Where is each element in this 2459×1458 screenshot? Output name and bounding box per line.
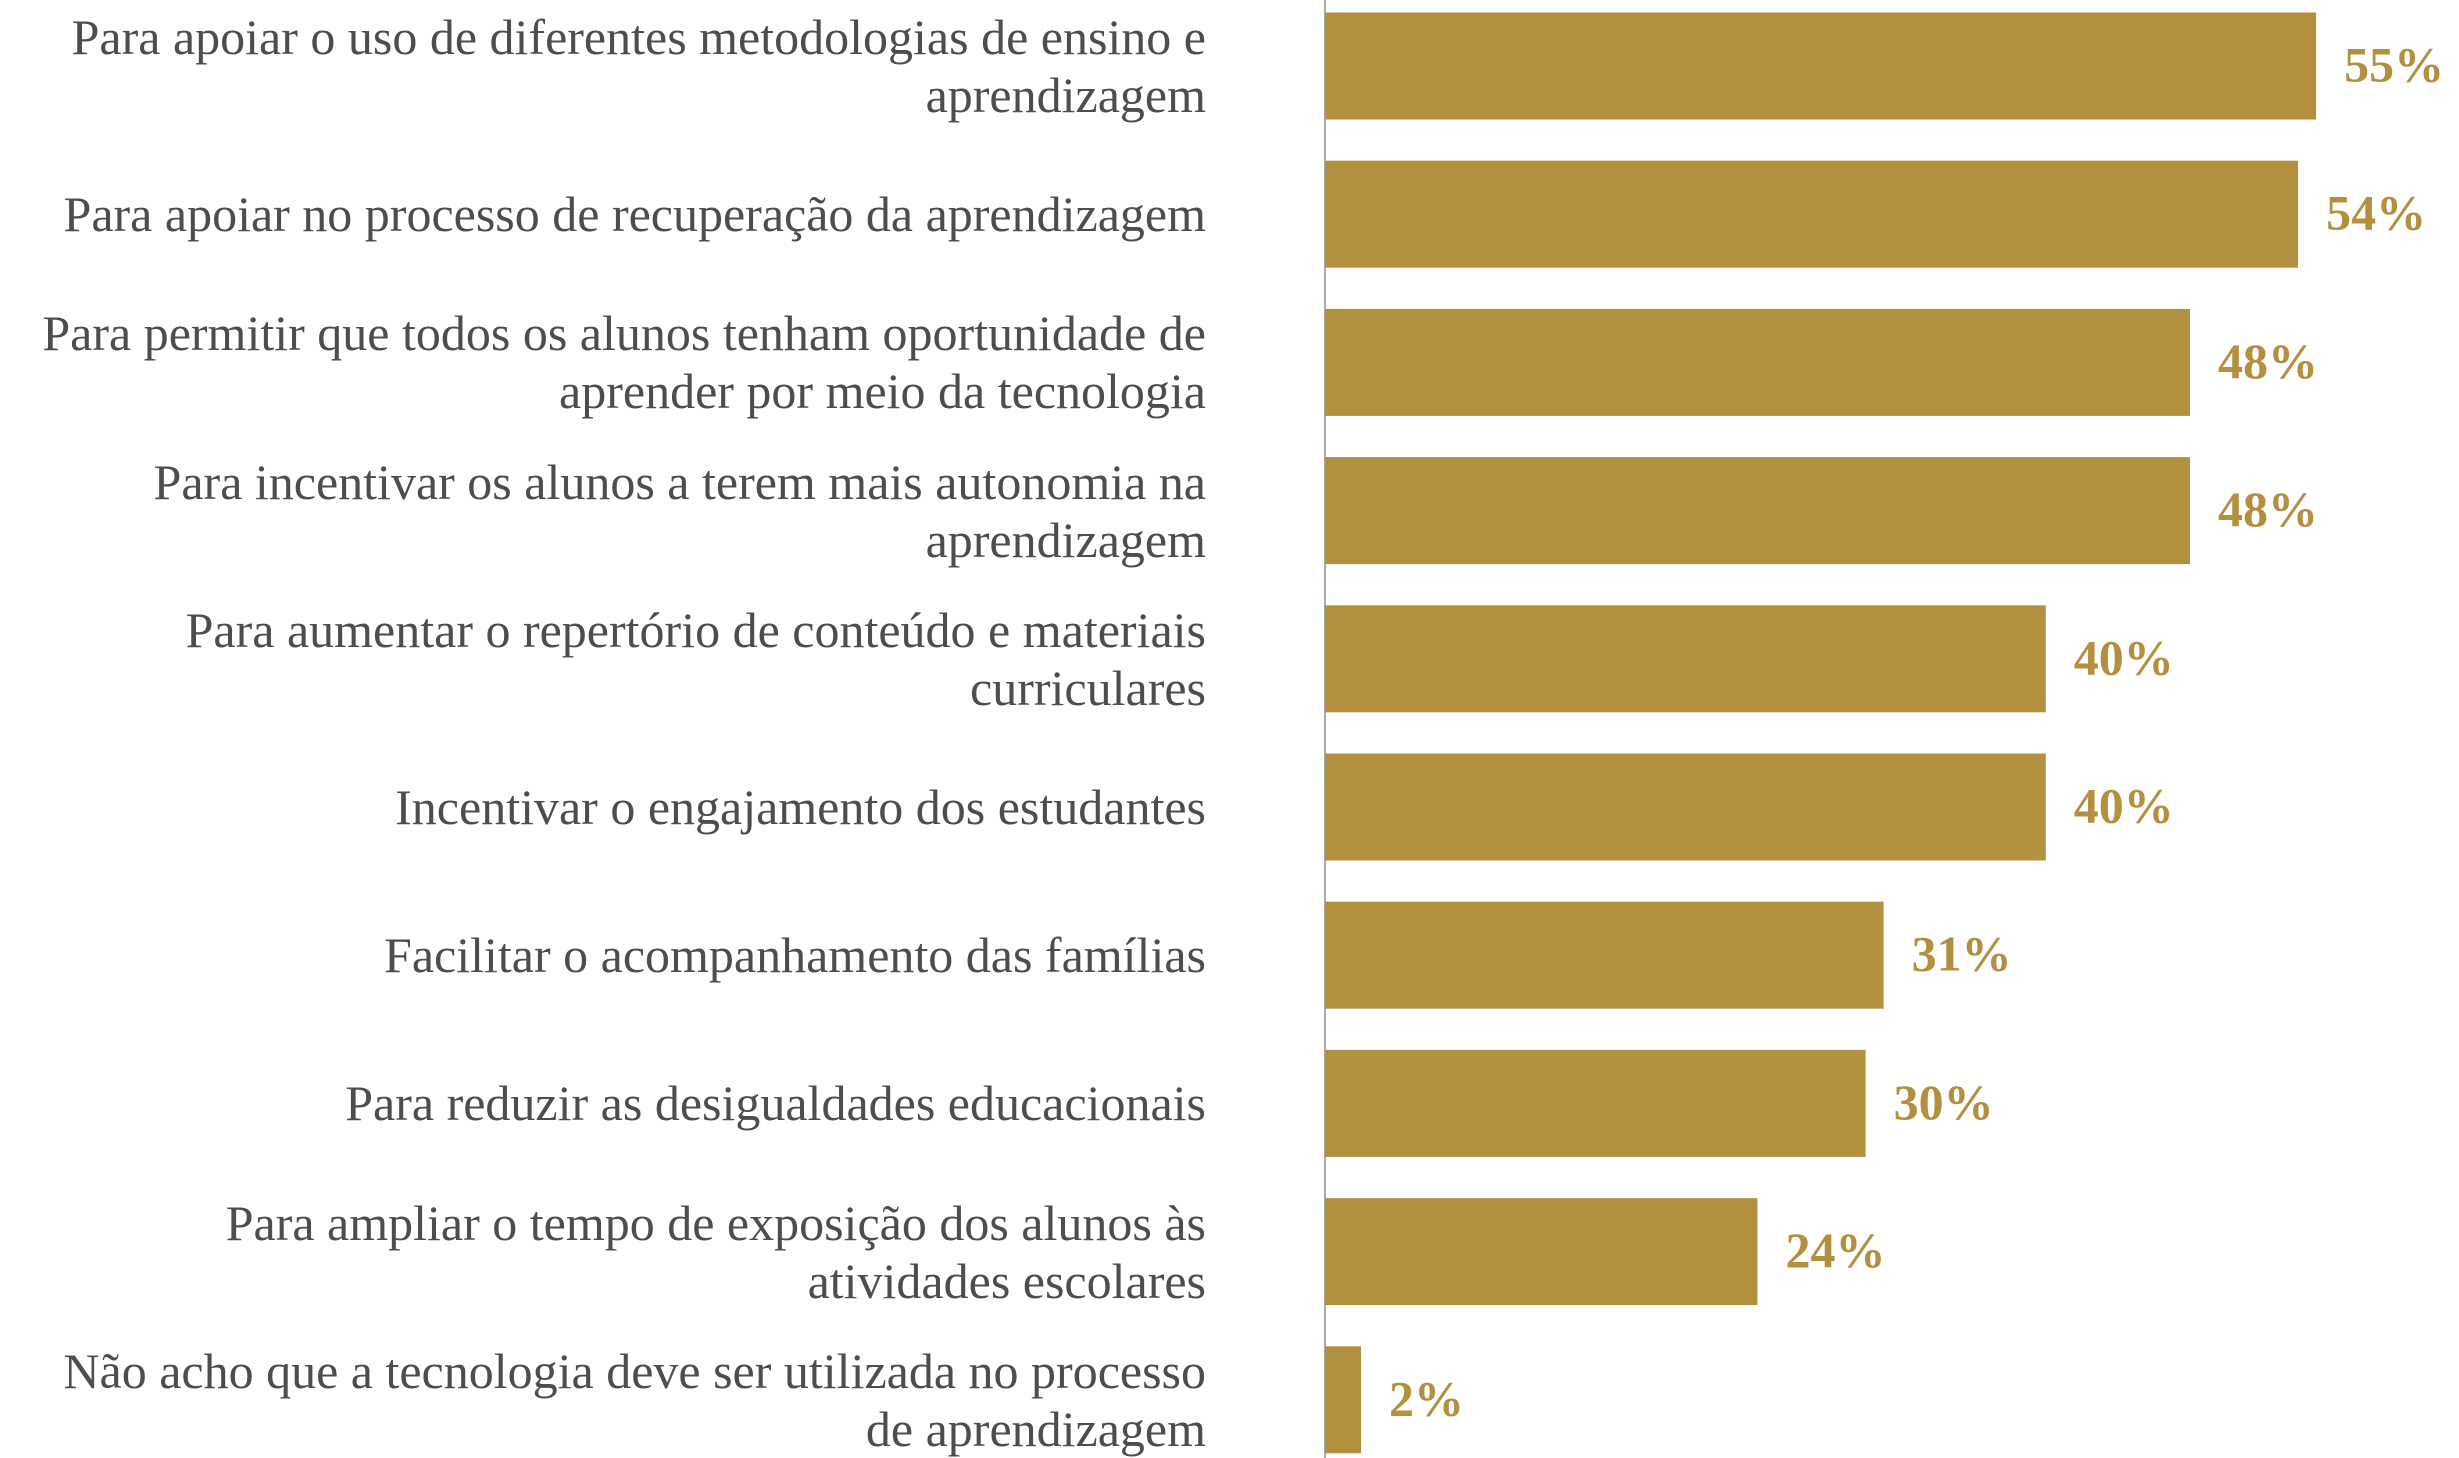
bar [1325,753,2046,861]
value-label: 40% [2074,777,2174,833]
value-label: 55% [2344,36,2444,92]
value-label: 30% [1894,1074,1994,1130]
value-label: 54% [2326,185,2426,241]
value-label: 2% [1389,1370,1464,1426]
category-label: Facilitar o acompanhamento das famílias [384,927,1206,984]
bar [1325,12,2317,120]
category-label: Para permitir que todos os alunos tenham… [42,305,1206,420]
bar [1325,901,1884,1009]
category-label: Para aumentar o repertório de conteúdo e… [185,601,1206,716]
bar [1325,1346,1362,1454]
bar [1325,1049,1866,1157]
value-label: 24% [1785,1222,1885,1278]
category-label: Incentivar o engajamento dos estudantes [395,779,1206,835]
bar [1325,605,2046,713]
bar [1325,160,2299,268]
category-label: Para apoiar o uso de diferentes metodolo… [71,9,1206,123]
bar [1325,457,2190,565]
value-label: 48% [2218,481,2318,537]
category-label: Para incentivar os alunos a terem mais a… [153,453,1206,568]
category-label: Para apoiar no processo de recuperação d… [63,186,1206,243]
category-label: Não acho que a tecnologia deve ser utili… [63,1342,1206,1457]
category-label: Para ampliar o tempo de exposição dos al… [225,1194,1206,1309]
value-label: 31% [1912,926,2012,982]
value-label: 48% [2218,333,2318,389]
value-label: 40% [2074,629,2174,685]
bar [1325,308,2190,416]
bar [1325,1198,1758,1306]
category-label: Para reduzir as desigualdades educaciona… [345,1075,1206,1132]
